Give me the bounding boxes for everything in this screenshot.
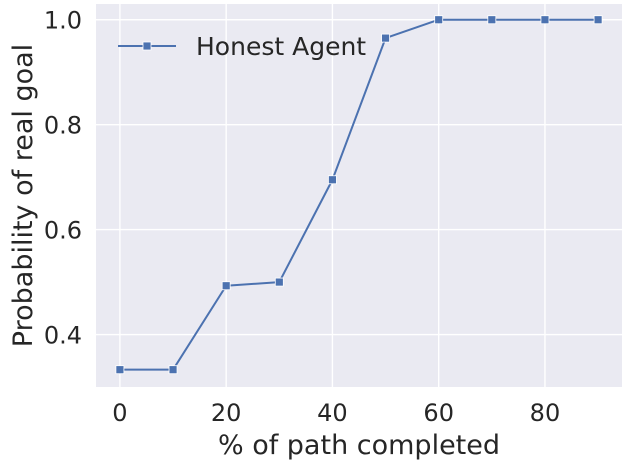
- data-point: [328, 175, 337, 185]
- y-tick-label: 0.6: [44, 217, 82, 245]
- data-point: [434, 15, 444, 25]
- legend: Honest Agent: [118, 32, 366, 61]
- tick-labels: 0 20 40 60 80 0.4 0.6 0.8 1.0: [44, 7, 560, 427]
- data-point: [381, 33, 390, 43]
- data-point: [115, 365, 125, 375]
- x-tick-label: 80: [530, 399, 561, 427]
- series-line: [119, 18, 599, 371]
- y-tick-label: 0.8: [44, 112, 82, 140]
- y-axis-label: Probability of real goal: [8, 44, 39, 347]
- x-tick-label: 60: [423, 399, 454, 427]
- legend-label: Honest Agent: [196, 32, 366, 61]
- x-tick-label: 40: [317, 399, 348, 427]
- legend-marker: [142, 41, 152, 51]
- data-point: [593, 15, 603, 25]
- data-point: [540, 15, 550, 25]
- plot-area: [96, 4, 622, 387]
- y-tick-label: 1.0: [44, 7, 82, 35]
- data-point: [221, 281, 231, 291]
- data-series: [115, 15, 603, 375]
- data-point: [168, 365, 178, 375]
- x-tick-label: 0: [112, 399, 127, 427]
- data-point: [487, 15, 497, 25]
- x-axis-label: % of path completed: [218, 430, 500, 461]
- x-tick-label: 20: [211, 399, 242, 427]
- data-point: [274, 277, 284, 287]
- y-tick-label: 0.4: [44, 322, 82, 350]
